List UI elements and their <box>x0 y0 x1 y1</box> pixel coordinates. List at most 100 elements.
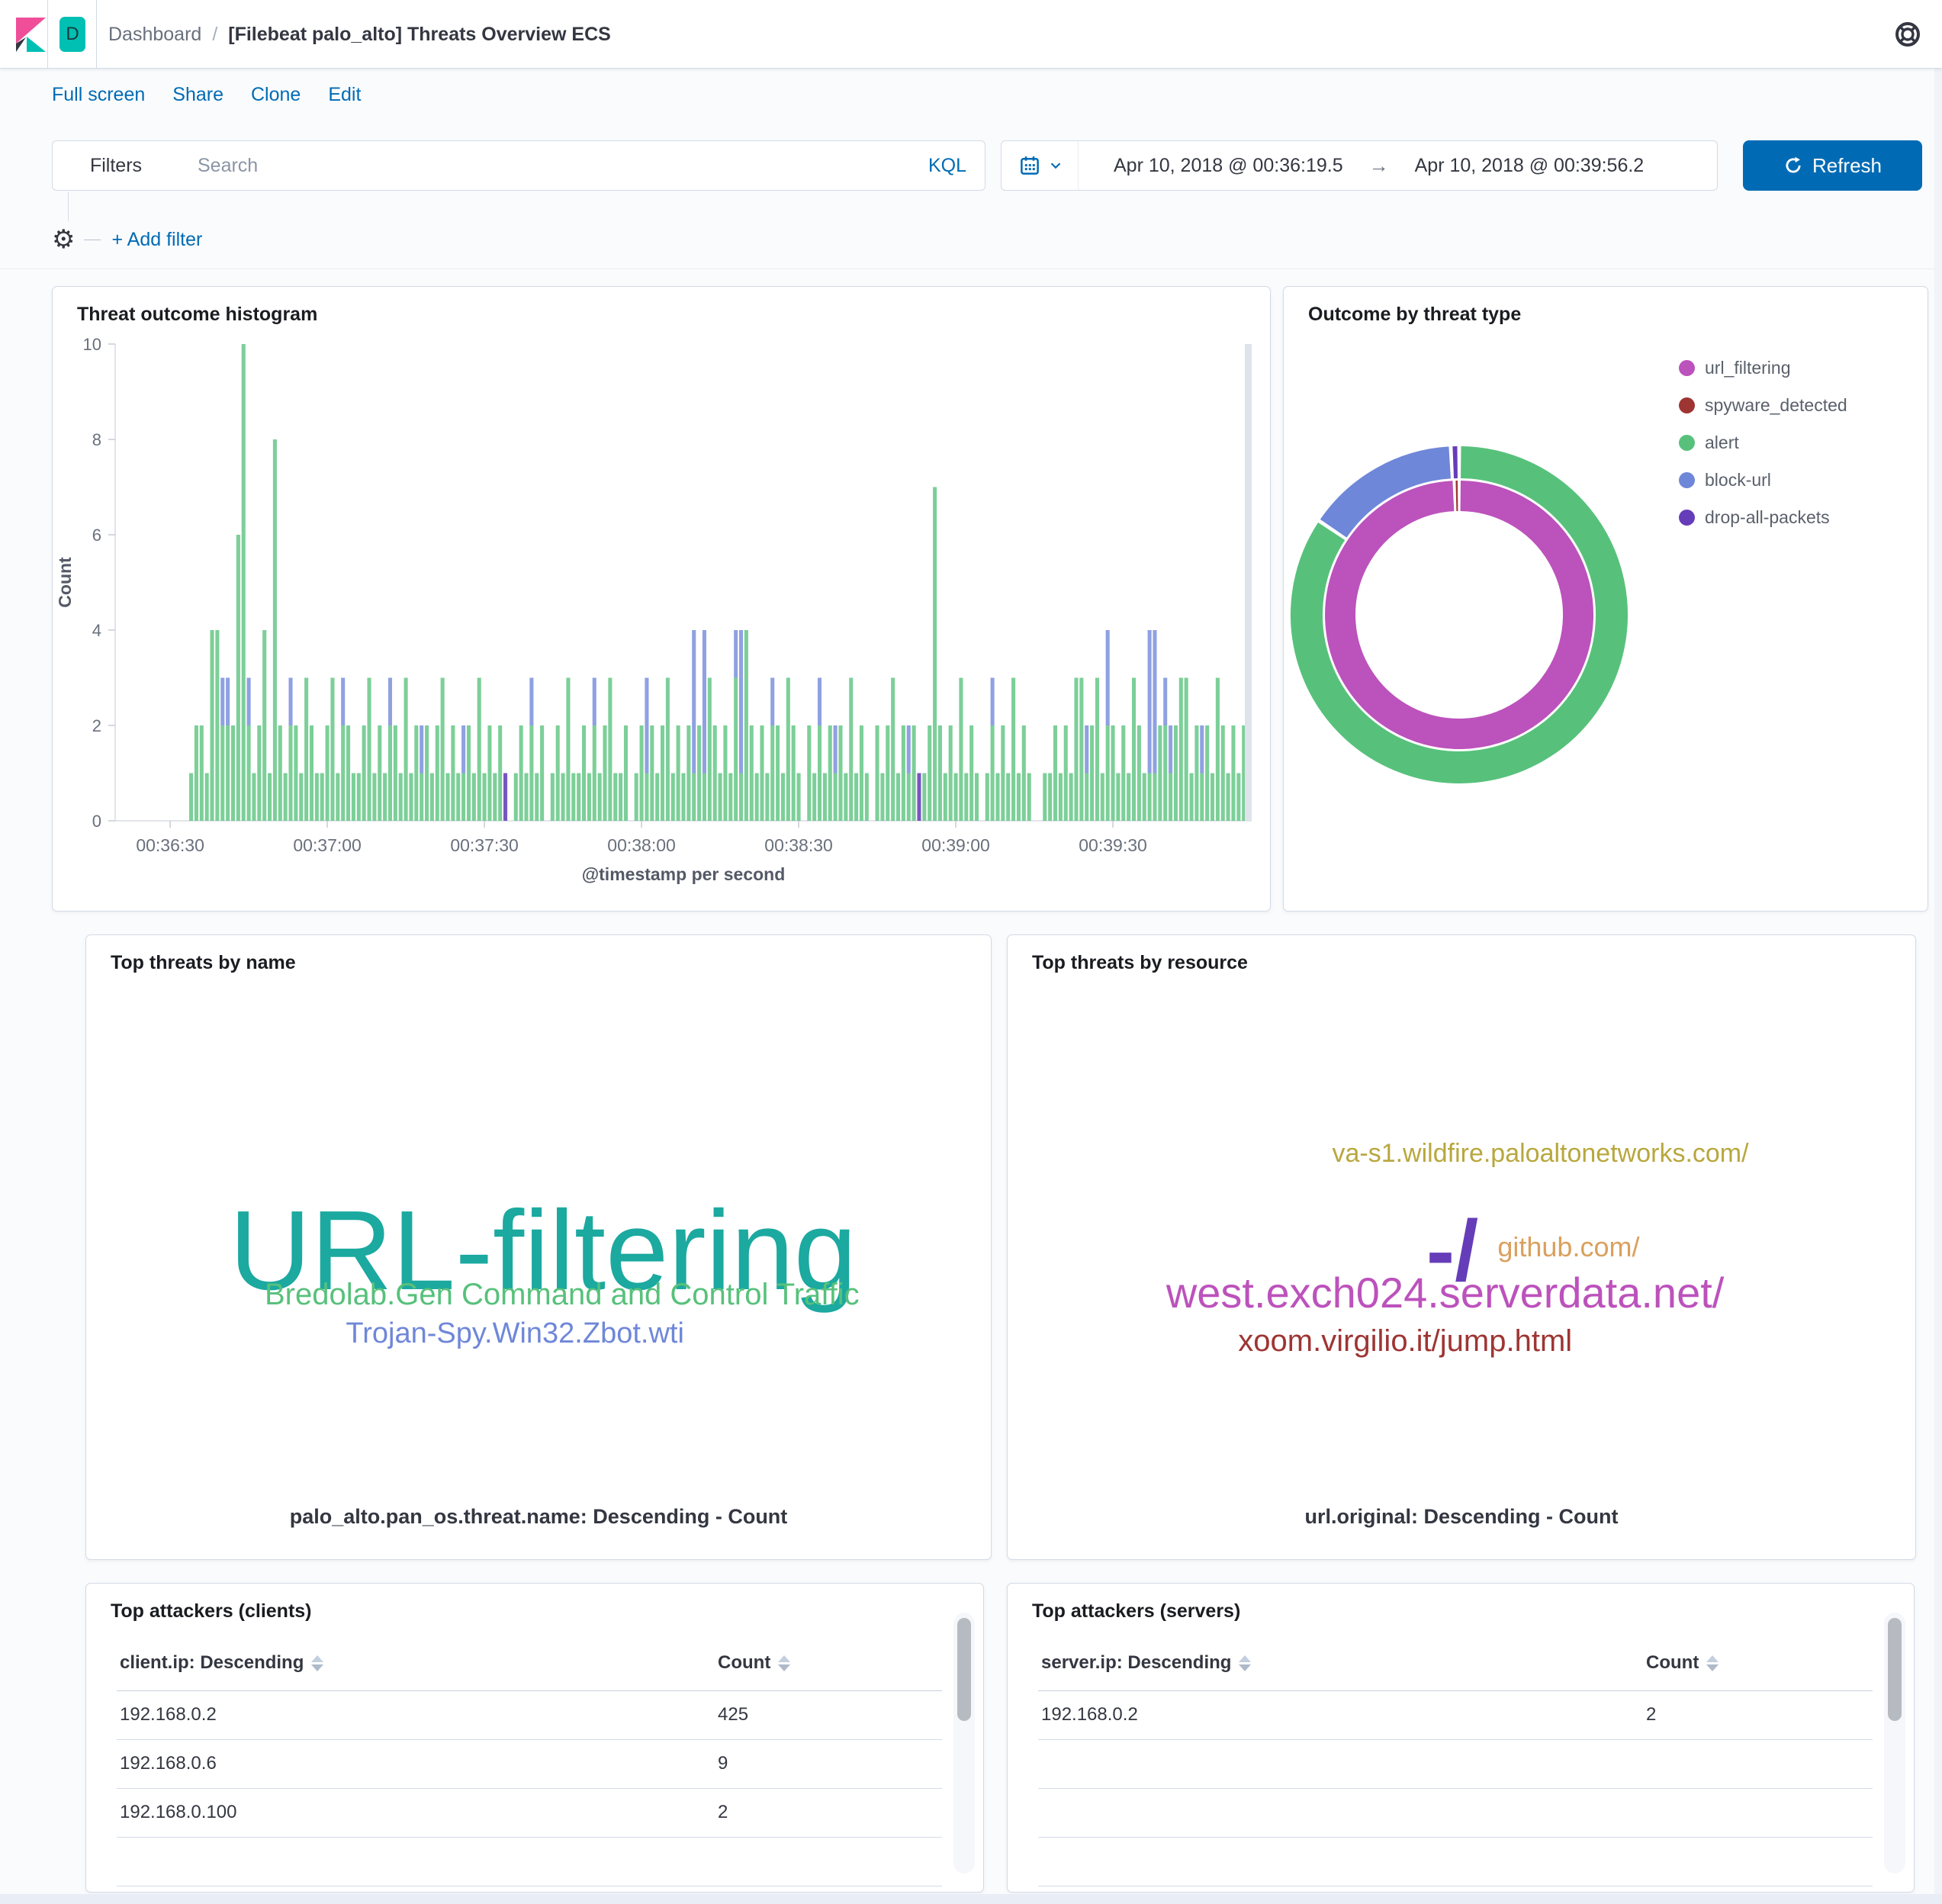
histogram-bar-alert[interactable] <box>880 773 885 822</box>
histogram-bar-alert[interactable] <box>1178 677 1183 822</box>
donut-slice-alert[interactable] <box>1291 446 1628 783</box>
kibana-logo-icon[interactable] <box>14 16 47 53</box>
histogram-bar-alert[interactable] <box>1079 677 1084 822</box>
histogram-bar-alert[interactable] <box>1111 725 1115 821</box>
histogram-bar-alert[interactable] <box>1127 773 1131 822</box>
histogram-bar-alert[interactable] <box>791 725 796 821</box>
histogram-bar-alert[interactable] <box>356 773 361 822</box>
histogram-bar-alert[interactable] <box>760 725 764 821</box>
tag-cloud-word[interactable]: -/ <box>1426 1202 1479 1298</box>
action-link-full-screen[interactable]: Full screen <box>52 84 146 105</box>
histogram-bar-alert[interactable] <box>1100 773 1104 822</box>
histogram-bar-alert[interactable] <box>482 773 487 822</box>
help-icon[interactable] <box>1893 20 1922 49</box>
histogram-bar-alert[interactable] <box>1116 773 1121 822</box>
action-link-edit[interactable]: Edit <box>328 84 362 105</box>
histogram-bar-alert[interactable] <box>314 773 319 822</box>
donut-slice-block-url[interactable] <box>1320 446 1452 538</box>
histogram-bar-alert[interactable] <box>849 677 854 822</box>
histogram-bar-alert[interactable] <box>707 677 712 822</box>
histogram-bar-alert[interactable] <box>665 677 670 822</box>
histogram-bar-alert[interactable] <box>372 773 377 822</box>
date-range-end[interactable]: Apr 10, 2018 @ 00:39:56.2 <box>1414 154 1645 176</box>
histogram-bar-alert[interactable] <box>409 773 413 822</box>
histogram-bar-alert[interactable] <box>592 725 596 821</box>
histogram-bar-alert[interactable] <box>393 725 397 821</box>
table-header-col-count[interactable]: Count <box>1646 1646 1719 1680</box>
histogram-bar-alert[interactable] <box>603 725 607 821</box>
histogram-bar-block-url[interactable] <box>387 677 393 726</box>
histogram-bar-alert[interactable] <box>189 773 194 822</box>
histogram-bar-alert[interactable] <box>964 773 969 822</box>
table-scrollbar-thumb[interactable] <box>1888 1618 1902 1721</box>
histogram-bar-block-url[interactable] <box>734 630 738 678</box>
histogram-bar-alert[interactable] <box>608 677 613 822</box>
histogram-bar-block-url[interactable] <box>246 677 251 726</box>
histogram-bar-alert[interactable] <box>299 773 304 822</box>
action-link-clone[interactable]: Clone <box>250 84 301 105</box>
histogram-bar-alert[interactable] <box>226 725 230 821</box>
histogram-bar-alert[interactable] <box>493 773 497 822</box>
histogram-bar-alert[interactable] <box>272 439 277 821</box>
histogram-bar-alert[interactable] <box>587 773 591 822</box>
histogram-bar-alert[interactable] <box>1147 773 1152 822</box>
histogram-bar-alert[interactable] <box>875 725 879 821</box>
histogram-bar-alert[interactable] <box>661 725 665 821</box>
histogram-bar-alert[interactable] <box>230 725 236 821</box>
histogram-bar-block-url[interactable] <box>288 677 293 726</box>
histogram-bar-alert[interactable] <box>1194 725 1199 821</box>
histogram-bar-alert[interactable] <box>540 725 545 821</box>
histogram-bar-block-url[interactable] <box>833 725 838 774</box>
legend-item-drop-all-packets[interactable]: drop-all-packets <box>1679 499 1847 536</box>
histogram-bar-alert[interactable] <box>676 725 680 821</box>
histogram-bar-block-url[interactable] <box>1147 630 1152 774</box>
histogram-bar-alert[interactable] <box>1058 773 1063 822</box>
histogram-bar-alert[interactable] <box>655 773 660 822</box>
histogram-bar-block-url[interactable] <box>1163 677 1168 726</box>
histogram-bar-alert[interactable] <box>351 773 355 822</box>
histogram-bar-alert[interactable] <box>294 725 298 821</box>
histogram-bar-alert[interactable] <box>1063 725 1068 821</box>
histogram-bar-alert[interactable] <box>686 725 691 821</box>
histogram-bar-alert[interactable] <box>529 725 534 821</box>
histogram-bar-block-url[interactable] <box>1169 725 1173 774</box>
action-link-share[interactable]: Share <box>172 84 223 105</box>
histogram-bar-alert[interactable] <box>597 773 602 822</box>
histogram-bar-alert[interactable] <box>1142 773 1146 822</box>
histogram-bar-alert[interactable] <box>933 487 937 822</box>
histogram-bar-alert[interactable] <box>796 773 801 822</box>
histogram-bar-alert[interactable] <box>844 773 848 822</box>
histogram-bar-alert[interactable] <box>241 344 246 821</box>
histogram-bar-alert[interactable] <box>1153 773 1157 822</box>
kql-button[interactable]: KQL <box>928 154 966 176</box>
histogram-bar-alert[interactable] <box>487 725 492 821</box>
histogram-bar-alert[interactable] <box>1205 725 1210 821</box>
histogram-bar-block-url[interactable] <box>1085 725 1089 774</box>
histogram-bar-alert[interactable] <box>346 725 351 821</box>
histogram-bar-alert[interactable] <box>854 773 859 822</box>
histogram-bar-alert[interactable] <box>420 773 424 822</box>
histogram-bar-alert[interactable] <box>734 677 738 822</box>
histogram-bar-alert[interactable] <box>425 725 429 821</box>
histogram-bar-alert[interactable] <box>697 725 702 821</box>
histogram-bar-alert[interactable] <box>262 630 267 821</box>
filters-button[interactable]: Filters <box>52 140 180 191</box>
histogram-bar-alert[interactable] <box>268 773 272 822</box>
histogram-bar-alert[interactable] <box>477 677 481 822</box>
histogram-bar-block-url[interactable] <box>220 677 225 726</box>
histogram-bar-alert[interactable] <box>535 773 539 822</box>
histogram-bar-block-url[interactable] <box>1200 725 1204 774</box>
histogram-bar-alert[interactable] <box>886 725 890 821</box>
legend-item-spyware_detected[interactable]: spyware_detected <box>1679 387 1847 424</box>
histogram-bar-block-url[interactable] <box>770 677 775 726</box>
tag-cloud-word[interactable]: URL-filtering <box>229 1187 857 1314</box>
histogram-bar-alert[interactable] <box>404 677 408 822</box>
histogram-bar-alert[interactable] <box>1169 773 1173 822</box>
histogram-bar-block-url[interactable] <box>990 677 995 726</box>
histogram-bar-alert[interactable] <box>1085 773 1089 822</box>
histogram-bar-alert[interactable] <box>320 773 324 822</box>
histogram-bar-alert[interactable] <box>959 677 963 822</box>
donut-slice-url_filtering[interactable] <box>1325 481 1593 749</box>
table-header-col-ip[interactable]: client.ip: Descending <box>120 1646 324 1680</box>
add-filter-link[interactable]: + Add filter <box>111 228 203 250</box>
